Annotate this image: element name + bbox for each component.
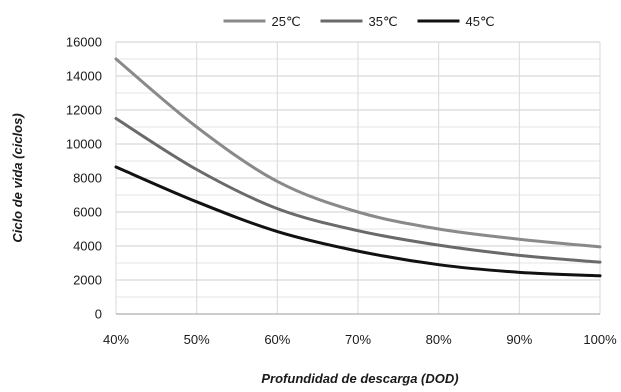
y-tick-label: 4000 xyxy=(73,239,102,254)
x-tick-label: 90% xyxy=(506,332,532,347)
x-tick-label: 40% xyxy=(103,332,129,347)
x-tick-label: 50% xyxy=(184,332,210,347)
y-tick-label: 8000 xyxy=(73,171,102,186)
y-tick-label: 14000 xyxy=(66,69,102,84)
legend: 25℃ 35℃ 45℃ xyxy=(223,14,495,29)
y-tick-label: 10000 xyxy=(66,137,102,152)
x-tick-labels: 40% 50% 60% 70% 80% 90% 100% xyxy=(103,332,617,347)
x-tick-label: 80% xyxy=(426,332,452,347)
y-tick-label: 12000 xyxy=(66,103,102,118)
y-tick-labels: 0 2000 4000 6000 8000 10000 12000 14000 16000 xyxy=(66,35,102,322)
series-line xyxy=(114,57,602,249)
y-tick-label: 0 xyxy=(95,307,102,322)
y-tick-label: 2000 xyxy=(73,273,102,288)
legend-label: 35℃ xyxy=(369,14,398,29)
x-tick-label: 100% xyxy=(583,332,617,347)
x-tick-label: 70% xyxy=(345,332,371,347)
series-line xyxy=(114,117,602,264)
y-tick-label: 16000 xyxy=(66,35,102,50)
legend-label: 25℃ xyxy=(272,14,301,29)
x-tick-label: 60% xyxy=(264,332,290,347)
series-line xyxy=(114,165,602,278)
series-lines xyxy=(114,57,602,278)
x-axis-title: Profundidad de descarga (DOD) xyxy=(261,371,458,386)
y-axis-title: Ciclo de vida (ciclos) xyxy=(10,113,25,242)
y-tick-label: 6000 xyxy=(73,205,102,220)
legend-label: 45℃ xyxy=(466,14,495,29)
